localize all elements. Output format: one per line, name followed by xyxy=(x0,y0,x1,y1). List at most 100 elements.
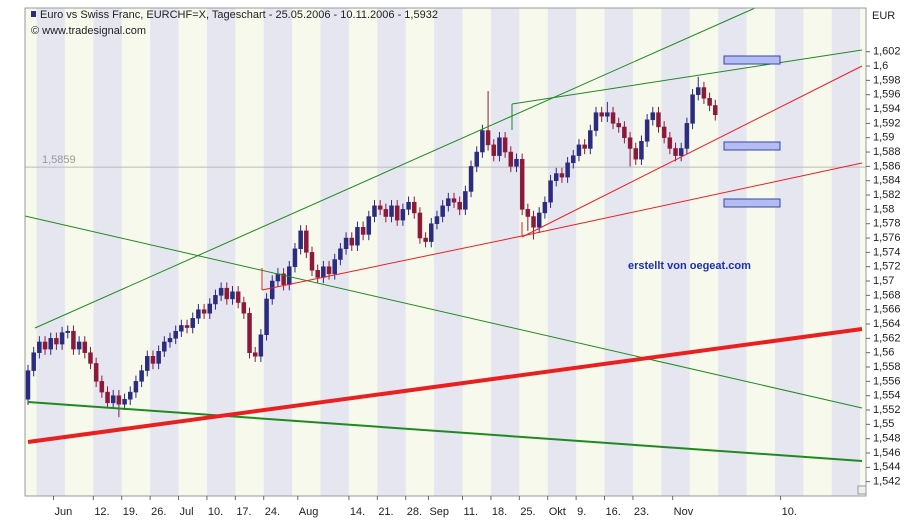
week-band xyxy=(434,8,463,496)
x-tick-label: 17. xyxy=(236,506,251,518)
reference-label: 1,5859 xyxy=(42,154,76,166)
candle-body xyxy=(207,303,213,314)
candle-body xyxy=(349,237,355,246)
week-band xyxy=(490,8,520,496)
y-tick-label: 1,574 xyxy=(873,246,901,258)
candle-body xyxy=(536,212,542,228)
candle-body xyxy=(457,201,462,210)
candle-body xyxy=(684,123,690,149)
candle-body xyxy=(480,130,485,153)
annotation: erstellt von oegeat.com xyxy=(628,260,751,272)
candle-body xyxy=(571,155,576,164)
candle-body xyxy=(389,205,394,217)
x-tick-label: 11. xyxy=(464,506,478,518)
x-tick-label: 19. xyxy=(123,506,138,518)
candle-body xyxy=(661,126,667,138)
candle-body xyxy=(417,212,423,239)
y-tick-label: 1,568 xyxy=(873,289,901,301)
y-tick-label: 1,582 xyxy=(873,189,901,201)
candle-body xyxy=(315,270,320,278)
x-tick-label: 23. xyxy=(634,506,649,518)
resize-icon[interactable] xyxy=(857,485,867,495)
candle-body xyxy=(429,223,434,242)
x-tick-label: 12. xyxy=(94,506,109,518)
candle-body xyxy=(599,112,604,117)
candle-body xyxy=(82,341,88,353)
candle-body xyxy=(423,237,428,242)
candle-body xyxy=(372,205,377,217)
candle-body xyxy=(25,370,31,400)
y-tick-label: 1,55 xyxy=(873,418,894,430)
candle-body xyxy=(93,363,99,382)
candle-body xyxy=(502,137,508,153)
y-tick-label: 1,58 xyxy=(873,203,894,215)
candle-body xyxy=(713,105,718,116)
candle-body xyxy=(468,166,474,192)
y-tick-label: 1,594 xyxy=(873,103,901,115)
x-tick-label: 21. xyxy=(378,506,393,518)
candle-body xyxy=(474,151,479,167)
y-tick-label: 1,57 xyxy=(873,275,894,287)
x-tick-label: 14. xyxy=(350,506,365,518)
candle-body xyxy=(133,381,139,393)
candle-body xyxy=(269,280,275,300)
x-tick-label: Aug xyxy=(299,506,319,518)
candle-body xyxy=(213,295,218,305)
candle-body xyxy=(400,209,406,221)
candle-body xyxy=(230,291,235,300)
candle-body xyxy=(292,248,298,267)
candle-body xyxy=(519,158,525,210)
candle-body xyxy=(633,148,639,160)
candle-body xyxy=(110,395,116,404)
candle-body xyxy=(355,227,360,246)
week-band xyxy=(206,8,236,496)
x-tick-label: Nov xyxy=(674,506,694,518)
candle-body xyxy=(264,298,269,336)
x-tick-label: Jul xyxy=(180,506,194,518)
trend-line xyxy=(521,65,863,238)
candle-body xyxy=(190,318,195,328)
x-tick-label: 10. xyxy=(208,506,223,518)
week-band xyxy=(36,8,65,496)
trend-line xyxy=(34,7,756,329)
x-tick-label: 28. xyxy=(407,506,422,518)
candle-body xyxy=(235,291,241,303)
trend-line xyxy=(521,162,863,237)
candle-body xyxy=(497,137,502,156)
y-axis-label: EUR xyxy=(872,10,895,22)
candle-body xyxy=(559,173,565,178)
candle-body xyxy=(275,273,281,282)
candle-body xyxy=(281,273,286,285)
candle-body xyxy=(451,198,457,203)
candle-body xyxy=(88,352,93,364)
candle-body xyxy=(309,252,315,271)
y-tick-label: 1,564 xyxy=(873,318,901,330)
week-bands xyxy=(25,8,866,496)
candle-body xyxy=(622,126,627,138)
x-tick-label: 10. xyxy=(782,506,797,518)
box-marker xyxy=(723,198,781,208)
y-tick-label: 1,596 xyxy=(873,89,901,101)
candle-body xyxy=(179,325,184,332)
candle-body xyxy=(48,338,53,350)
y-tick-label: 1,572 xyxy=(873,261,901,273)
candle-body xyxy=(588,130,593,149)
candle-body xyxy=(531,216,536,228)
candle-body xyxy=(463,191,468,210)
candle-body xyxy=(326,266,332,275)
candle-body xyxy=(65,330,71,333)
trend-line xyxy=(27,327,863,444)
candle-body xyxy=(582,144,587,149)
candle-body xyxy=(406,201,411,210)
trend-line xyxy=(24,215,863,409)
candle-body xyxy=(42,341,48,350)
candle-body xyxy=(59,332,65,345)
candle-body xyxy=(673,148,678,156)
candle-body xyxy=(383,209,389,217)
week-band xyxy=(661,8,690,496)
candle-body xyxy=(145,356,150,371)
candle-body xyxy=(54,338,59,345)
y-tick-label: 1,578 xyxy=(873,218,901,230)
x-tick-label: Jun xyxy=(55,506,73,518)
